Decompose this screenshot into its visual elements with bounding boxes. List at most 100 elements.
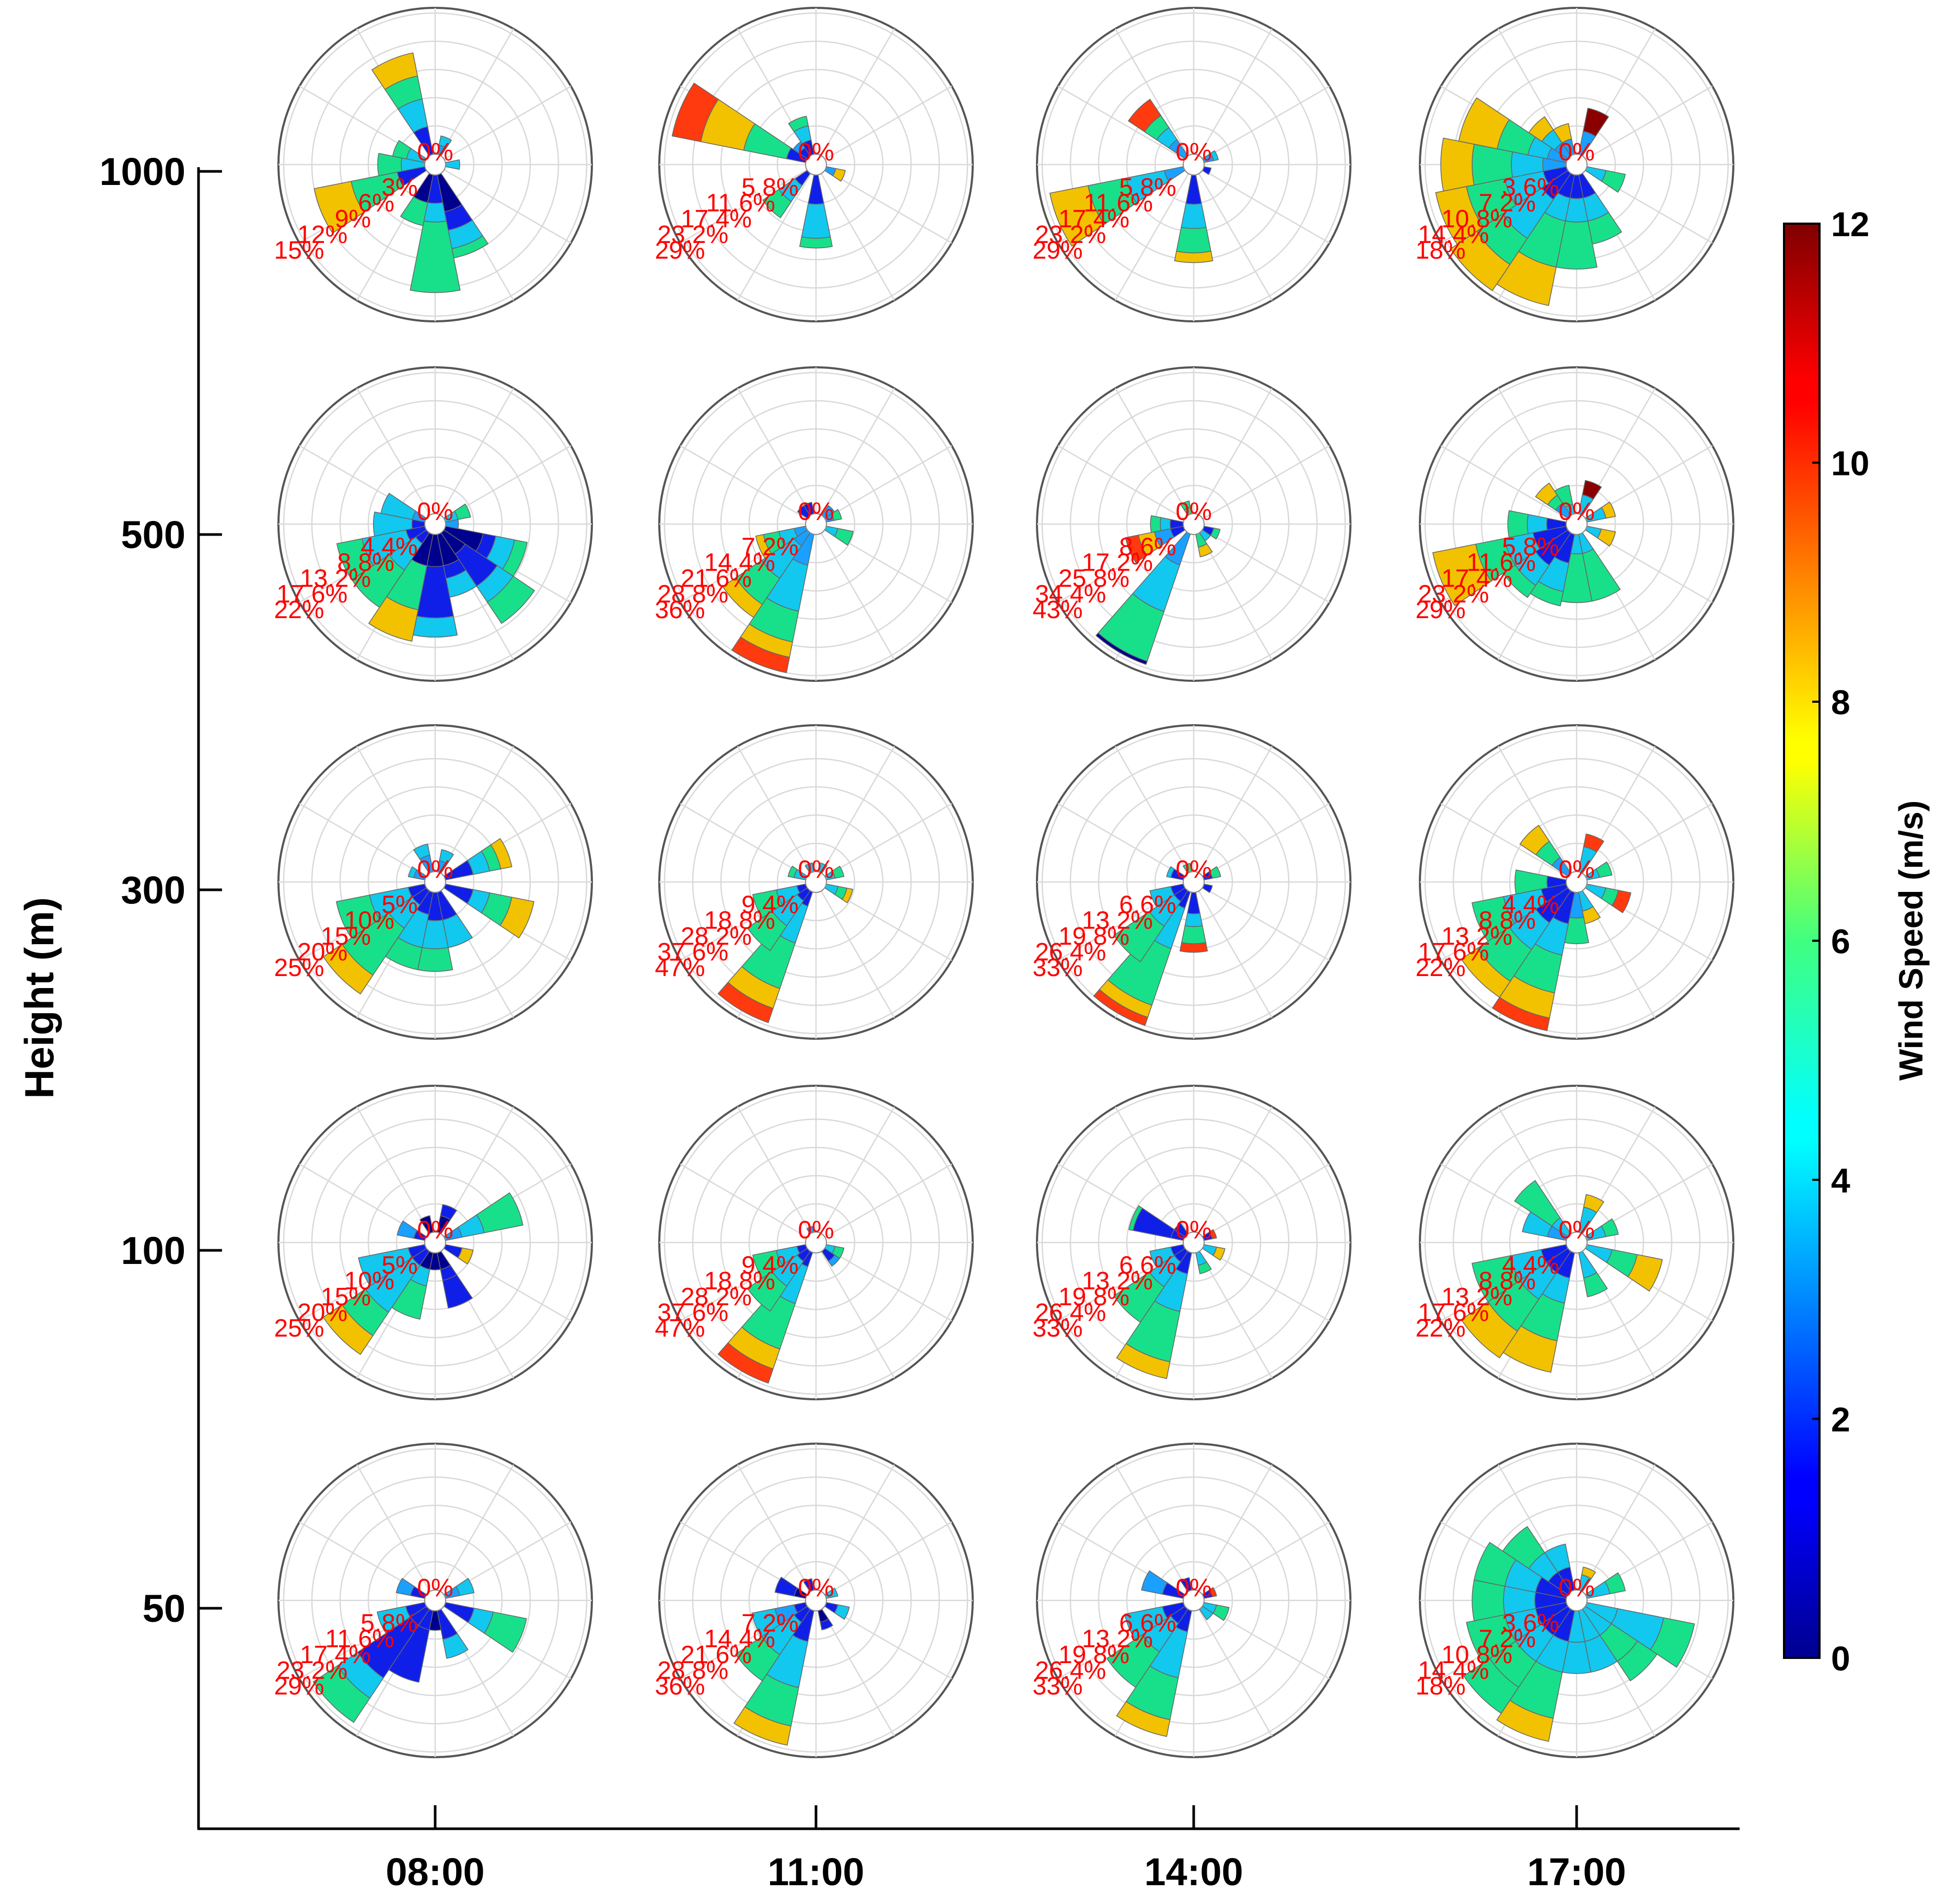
rose-petal-segment: [1650, 1617, 1695, 1668]
rose-grid-spoke: [444, 169, 572, 244]
rose-ring-label: 5.8%: [1119, 173, 1176, 201]
rose-grid-spoke: [1198, 1609, 1273, 1737]
rose-ring-label: 19.8%: [1058, 1283, 1129, 1311]
rose-petal-segment: [395, 1577, 415, 1596]
rose-petal-segment: [1471, 1255, 1521, 1303]
rose-center-label: 0%: [1558, 1574, 1594, 1602]
rose-center: [1183, 871, 1205, 893]
rose-center-label: 0%: [1175, 498, 1211, 526]
rose-center: [1566, 154, 1588, 176]
rose-grid-spoke: [356, 388, 431, 516]
rose-ring-label: 7.2%: [741, 1609, 798, 1637]
rose-petal-segment: [799, 236, 833, 249]
rose-ring-label: 4.4%: [360, 533, 417, 561]
rose-petal-segment: [1514, 869, 1548, 895]
rose-center-label: 0%: [1175, 1216, 1211, 1244]
rose-petal-segment: [1127, 98, 1162, 133]
rose-center-label: 0%: [1175, 856, 1211, 884]
rose-petal-segment: [842, 887, 854, 903]
rose-ring-label: 5.8%: [741, 173, 798, 201]
rose-ring-label: 37.6%: [657, 1299, 728, 1327]
rose-petal-segment: [1181, 203, 1207, 229]
rose-grid-spoke: [1114, 388, 1190, 516]
rose-petal-segment: [1113, 1271, 1165, 1323]
rose-ring-label: 28.8%: [657, 581, 728, 608]
wind-rose-panel: 0% 5.8%11.6%17.4%23.2%29%: [1416, 366, 1734, 682]
rose-center: [1183, 513, 1205, 535]
rose-petal-segment: [834, 1604, 850, 1620]
rose-grid-spoke: [820, 388, 895, 516]
rose-petal-segment: [417, 947, 453, 972]
rose-petal-segment: [747, 910, 788, 951]
rose-ring-label: 8.8%: [1478, 1268, 1535, 1295]
rose-petal-segment: [380, 493, 417, 520]
rose-petal-segment: [1149, 1246, 1175, 1268]
rose-ring-label: 15%: [321, 1283, 371, 1311]
rose-petal-segment: [490, 838, 512, 869]
rose-center: [1183, 154, 1205, 176]
rose-petal-segment: [1176, 227, 1211, 253]
rose-ring-label: 26.4%: [1035, 938, 1106, 966]
rose-grid-spoke: [1198, 1106, 1273, 1234]
rose-petal-segment: [832, 168, 846, 182]
rose-petal-segment: [788, 115, 809, 132]
colorbar-tick-label: 10: [1831, 444, 1869, 483]
rose-petal-segment: [373, 512, 413, 537]
rose-petal-segment: [1604, 1572, 1626, 1595]
rose-petal-segment: [1581, 1566, 1596, 1580]
rose-petal-segment: [1149, 886, 1175, 908]
rose-grid-spoke: [1198, 890, 1273, 1018]
rose-ring-label: 26.4%: [1035, 1299, 1106, 1327]
rose-petal-segment: [1209, 1229, 1217, 1239]
rose-ring-label: 10.8%: [1441, 1641, 1512, 1669]
rose-petal-segment: [442, 1274, 473, 1309]
rose-ring-label: 17.2%: [1082, 549, 1153, 577]
rose-petal-segment: [397, 1220, 418, 1239]
rose-ring-label: 20%: [297, 1299, 347, 1327]
wind-rose-panel: 0%9.4%18.8%28.2%37.6%47%: [655, 1085, 974, 1400]
rose-ring-label: 18.8%: [704, 1268, 775, 1295]
rose-petal-segment: [1553, 123, 1572, 144]
colorbar-tick-label: 6: [1831, 922, 1850, 961]
wind-rose-panel: 0% 5.8%11.6%17.4%23.2%29%: [1033, 7, 1351, 322]
wind-rose-panel: 0%7.2%14.4%21.6%28.8%36%: [655, 366, 974, 682]
rose-petal-segment: [671, 83, 719, 143]
rose-petal-segment: [762, 189, 792, 218]
rose-grid-spoke: [1198, 1251, 1273, 1379]
rose-grid-spoke: [1497, 1106, 1572, 1234]
rose-grid-spoke: [1057, 445, 1185, 520]
rose-petal-segment: [1514, 1180, 1561, 1227]
rose-petal-segment: [752, 889, 783, 919]
rose-ring-label: 29%: [1033, 237, 1083, 264]
rose-petal-segment: [1174, 250, 1214, 263]
rose-center: [805, 513, 827, 535]
wind-rose-panel: 0%9.4%18.8%28.2%37.6%47%: [655, 724, 974, 1040]
rose-center-label: 0%: [1558, 138, 1594, 166]
rose-grid-spoke: [1198, 173, 1273, 301]
rose-petal-segment: [1463, 1658, 1519, 1714]
rose-petal-segment: [834, 528, 854, 546]
rose-ring-label: 14.4%: [1418, 221, 1489, 249]
rose-center-label: 0%: [798, 498, 834, 526]
rose-ring-label: 13.2%: [1082, 1268, 1153, 1295]
rose-ring-label: 14.4%: [704, 549, 775, 577]
rose-ring-label: 4.4%: [1502, 1251, 1559, 1279]
wind-rose-panel: 0% 6.6%13.2%19.8%26.4%33%: [1033, 1085, 1351, 1400]
rose-petal-segment: [792, 141, 806, 154]
rose-ring-label: 13.2%: [1082, 907, 1153, 935]
rose-grid-spoke: [1440, 803, 1568, 878]
rose-ring-label: 28.2%: [681, 1283, 752, 1311]
rose-petal-segment: [831, 865, 845, 879]
colorbar-tick-label: 12: [1831, 205, 1869, 243]
rose-grid-spoke: [1581, 1464, 1656, 1592]
rose-petal-segment: [312, 1665, 371, 1723]
rose-petal-segment: [1596, 528, 1616, 547]
rose-petal-segment: [1502, 1526, 1545, 1569]
rose-petal-segment: [1180, 500, 1191, 510]
rose-ring-label: 12%: [297, 221, 347, 249]
rose-ring-label: 15%: [274, 237, 324, 264]
rose-petal-segment: [410, 220, 461, 293]
rose-petal-segment: [1554, 484, 1573, 508]
rose-grid-spoke: [680, 445, 808, 520]
wind-rose-panel: 0%7.2%14.4%21.6%28.8%36%: [655, 1443, 974, 1758]
